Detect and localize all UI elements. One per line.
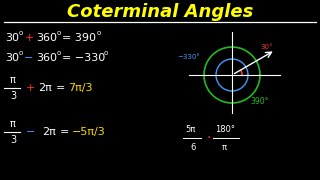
Text: = −330: = −330: [62, 53, 105, 63]
Text: o: o: [19, 50, 23, 56]
Text: π: π: [10, 119, 16, 129]
Text: 360: 360: [36, 33, 57, 43]
Text: o: o: [97, 30, 101, 36]
Text: 5π: 5π: [185, 125, 195, 134]
Text: 6: 6: [190, 143, 196, 152]
Text: =: =: [60, 127, 69, 137]
Text: Coterminal Angles: Coterminal Angles: [67, 3, 253, 21]
Text: 2π: 2π: [42, 127, 56, 137]
Text: 3: 3: [10, 91, 16, 101]
Text: +: +: [25, 33, 34, 43]
Text: −5π/3: −5π/3: [72, 127, 106, 137]
Text: 3: 3: [10, 135, 16, 145]
Text: 7π/3: 7π/3: [68, 83, 92, 93]
Text: o: o: [57, 30, 61, 36]
Text: π: π: [10, 75, 16, 85]
Text: 360: 360: [36, 53, 57, 63]
Text: o: o: [19, 30, 23, 36]
Text: +: +: [26, 83, 36, 93]
Text: −: −: [24, 53, 33, 63]
Text: 30°: 30°: [260, 44, 273, 50]
Text: =: =: [56, 83, 65, 93]
Text: −: −: [26, 127, 36, 137]
Text: 30: 30: [5, 53, 19, 63]
Text: 2π: 2π: [38, 83, 52, 93]
Text: o: o: [57, 50, 61, 56]
Text: π: π: [222, 143, 227, 152]
Text: o: o: [104, 50, 108, 56]
Text: −330°: −330°: [177, 54, 200, 60]
Text: = 390: = 390: [62, 33, 96, 43]
Text: 180°: 180°: [215, 125, 235, 134]
Text: ·: ·: [207, 131, 212, 145]
Text: 390°: 390°: [250, 96, 268, 105]
Text: 30: 30: [5, 33, 19, 43]
